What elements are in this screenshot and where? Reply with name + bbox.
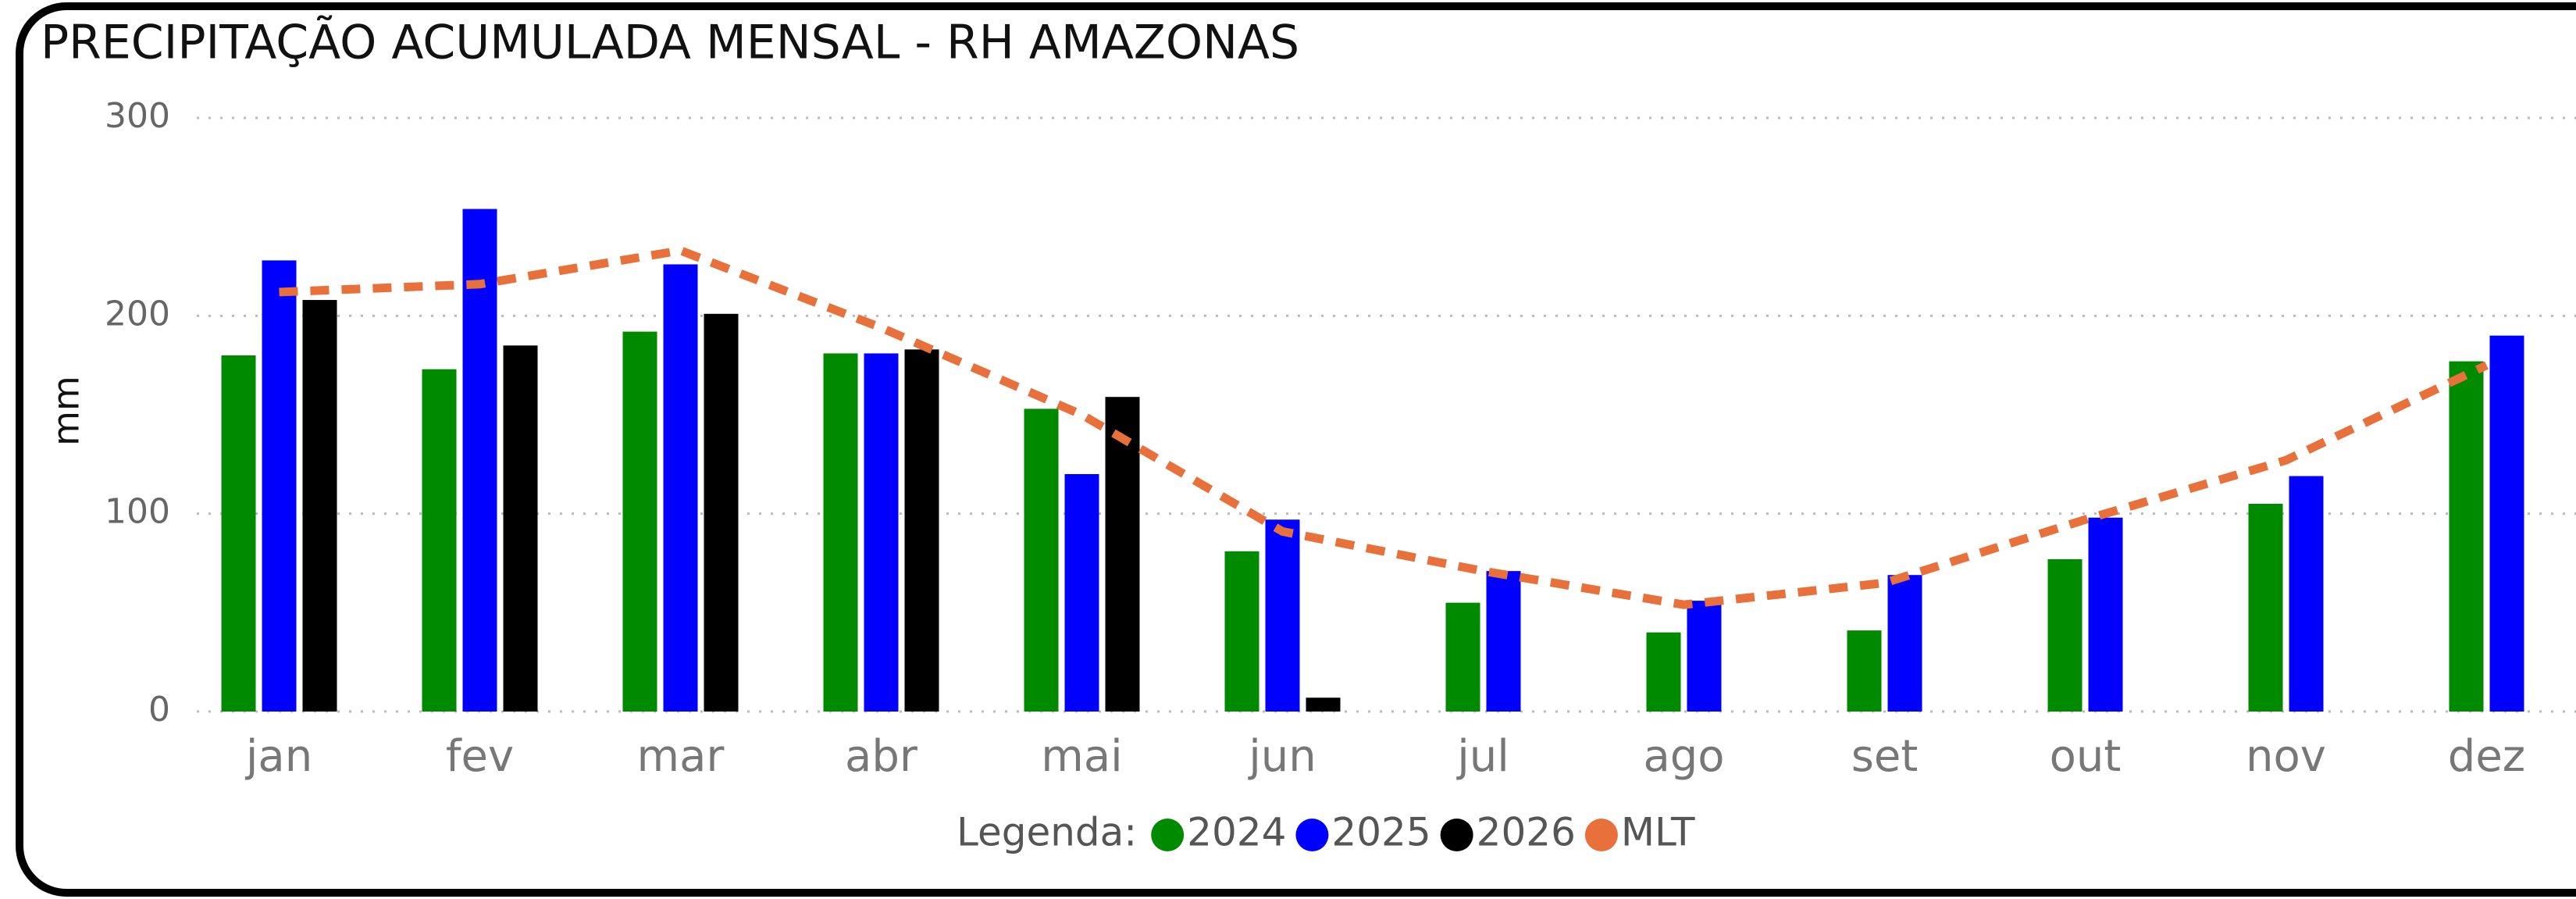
x-tick-label: jun [1247,731,1317,782]
bar [503,345,538,712]
bar [1486,571,1521,712]
y-axis-label: mm [45,376,87,446]
bar [1024,408,1059,712]
y-tick-label: 100 [105,492,170,532]
bar [1646,632,1681,712]
bar [221,355,256,712]
bar [2248,504,2283,712]
legend-marker [1440,819,1473,851]
bar [2088,517,2123,712]
x-tick-label: mai [1041,731,1122,782]
chart-title: PRECIPITAÇÃO ACUMULADA MENSAL - RH AMAZO… [41,15,1299,70]
legend-marker [1584,819,1618,851]
y-tick-label: 200 [105,294,170,334]
bar [1687,601,1722,712]
bar [422,369,457,712]
legend-label: 2026 [1477,810,1576,855]
bar [622,331,657,712]
x-tick-label: mar [637,731,725,782]
x-tick-label: jan [244,731,312,782]
bar [302,300,337,712]
x-tick-label: fev [446,731,514,782]
bar [904,349,939,712]
legend-title: Legenda: [957,810,1137,855]
x-tick-label: out [2050,731,2122,782]
bar [1306,697,1341,712]
x-tick-label: abr [845,731,918,782]
bar [2047,558,2083,712]
bar [1265,519,1300,712]
legend-label: 2024 [1187,810,1286,855]
bar [1064,474,1099,712]
x-tick-label: jul [1455,731,1509,782]
bar [704,313,739,712]
legend-label: 2025 [1331,810,1431,855]
bar [2449,361,2484,712]
card-border [16,2,2576,897]
bar [2489,335,2524,712]
y-tick-label: 0 [148,690,170,730]
bar [663,264,698,712]
legend-marker [1295,819,1329,851]
legend-marker [1151,819,1185,851]
line-series [279,246,2489,609]
x-tick-label: set [1851,731,1919,782]
y-tick-label: 300 [105,96,170,136]
bar [1887,575,1922,712]
bar [864,353,899,712]
x-tick-label: nov [2246,731,2326,782]
bar [2289,476,2324,712]
bar [1105,397,1140,712]
bar [262,260,297,712]
legend-label: MLT [1621,810,1695,855]
bar [1847,630,1882,712]
bar [1224,551,1259,712]
x-tick-label: dez [2448,731,2525,782]
bar [462,209,497,712]
bar [823,353,858,712]
bar [1445,602,1480,712]
x-tick-label: ago [1643,731,1724,782]
